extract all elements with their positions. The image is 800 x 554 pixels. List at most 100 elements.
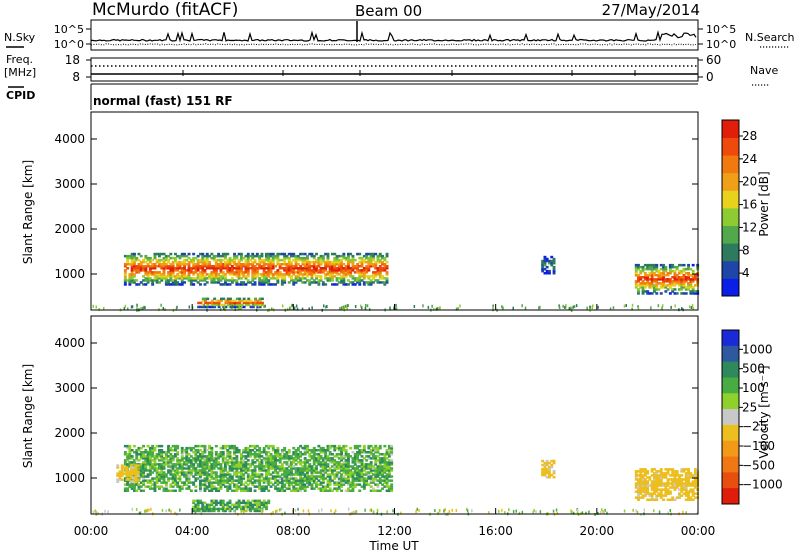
scatter-speck	[131, 507, 134, 511]
heatmap-cell	[155, 273, 159, 276]
heatmap-cell	[265, 501, 268, 505]
heatmap-cell	[312, 471, 316, 474]
heatmap-cell	[678, 478, 681, 481]
heatmap-cell	[324, 487, 328, 490]
heatmap-cell	[139, 475, 143, 478]
heatmap-cell	[169, 275, 173, 278]
heatmap-cell	[381, 467, 384, 470]
heatmap-cell	[648, 265, 652, 269]
heatmap-cell	[183, 449, 186, 452]
heatmap-cell	[203, 487, 207, 490]
heatmap-cell	[187, 471, 191, 474]
heatmap-cell	[260, 254, 264, 258]
heatmap-cell	[206, 297, 210, 301]
heatmap-cell	[187, 465, 191, 468]
heatmap-cell	[360, 449, 364, 452]
heatmap-cell	[230, 277, 234, 280]
heatmap-cell	[212, 271, 216, 274]
heatmap-cell	[217, 509, 221, 513]
heatmap-cell	[144, 463, 148, 466]
heatmap-cell	[160, 451, 164, 454]
heatmap-cell	[552, 459, 556, 463]
heatmap-cell	[306, 471, 309, 474]
heatmap-cell	[301, 479, 305, 482]
heatmap-cell	[183, 463, 186, 466]
heatmap-cell	[299, 444, 303, 448]
heatmap-cell	[362, 467, 366, 470]
heatmap-cell	[372, 258, 375, 262]
heatmap-cell	[192, 469, 196, 472]
heatmap-cell	[367, 463, 371, 466]
heatmap-cell	[151, 451, 155, 454]
heatmap-cell	[142, 463, 145, 466]
heatmap-cell	[684, 267, 688, 271]
heatmap-cell	[301, 485, 305, 488]
heatmap-cell	[331, 283, 334, 286]
heatmap-cell	[192, 465, 196, 468]
heatmap-cell	[185, 263, 189, 266]
heatmap-cell	[372, 487, 375, 490]
heatmap-cell	[552, 267, 556, 271]
heatmap-cell	[303, 465, 307, 468]
heatmap-cell	[160, 275, 164, 278]
heatmap-cell	[162, 265, 166, 268]
heatmap-cell	[315, 483, 318, 486]
heatmap-cell	[378, 457, 382, 460]
heatmap-cell	[244, 271, 248, 274]
heatmap-cell	[310, 275, 314, 278]
heatmap-cell	[123, 254, 127, 258]
heatmap-cell	[130, 254, 134, 258]
heatmap-cell	[208, 457, 211, 460]
heatmap-cell	[324, 283, 328, 286]
heatmap-cell	[353, 277, 357, 280]
heatmap-cell	[180, 459, 184, 462]
scatter-speck	[386, 510, 388, 514]
heatmap-cell	[290, 483, 293, 486]
heatmap-cell	[235, 283, 239, 286]
heatmap-cell	[142, 444, 145, 448]
heatmap-cell	[682, 292, 686, 295]
heatmap-cell	[360, 260, 364, 264]
heatmap-cell	[185, 258, 189, 262]
heatmap-cell	[162, 252, 166, 256]
heatmap-cell	[543, 263, 547, 267]
heatmap-cell	[687, 263, 690, 267]
heatmap-cell	[276, 446, 280, 450]
heatmap-cell	[139, 265, 143, 268]
heatmap-cell	[176, 265, 180, 268]
heatmap-cell	[303, 457, 307, 460]
heatmap-cell	[176, 453, 180, 456]
heatmap-cell	[342, 267, 346, 270]
heatmap-cell	[643, 274, 647, 277]
heatmap-cell	[144, 265, 148, 268]
heatmap-cell	[335, 453, 339, 456]
heatmap-cell	[203, 446, 207, 450]
heatmap-cell	[682, 486, 686, 489]
heatmap-cell	[362, 254, 366, 258]
heatmap-cell	[164, 489, 168, 492]
heatmap-cell	[347, 256, 350, 260]
heatmap-cell	[219, 275, 223, 278]
heatmap-cell	[308, 475, 312, 478]
heatmap-cell	[174, 267, 177, 270]
heatmap-cell	[358, 477, 362, 480]
heatmap-cell	[650, 494, 654, 497]
heatmap-cell	[296, 271, 300, 274]
heatmap-cell	[385, 483, 389, 486]
heatmap-cell	[353, 279, 357, 282]
heatmap-cell	[666, 284, 670, 287]
heatmap-cell	[265, 469, 268, 472]
heatmap-cell	[126, 258, 130, 262]
heatmap-cell	[167, 265, 170, 268]
heatmap-cell	[290, 252, 293, 256]
heatmap-cell	[233, 459, 236, 462]
heatmap-cell	[130, 487, 134, 490]
heatmap-cell	[306, 479, 309, 482]
heatmap-cell	[129, 468, 133, 471]
heatmap-cell	[687, 272, 690, 275]
heatmap-cell	[155, 453, 159, 456]
heatmap-cell	[137, 449, 141, 452]
heatmap-cell	[331, 271, 334, 274]
heatmap-cell	[374, 265, 378, 268]
heatmap-cell	[226, 297, 230, 301]
